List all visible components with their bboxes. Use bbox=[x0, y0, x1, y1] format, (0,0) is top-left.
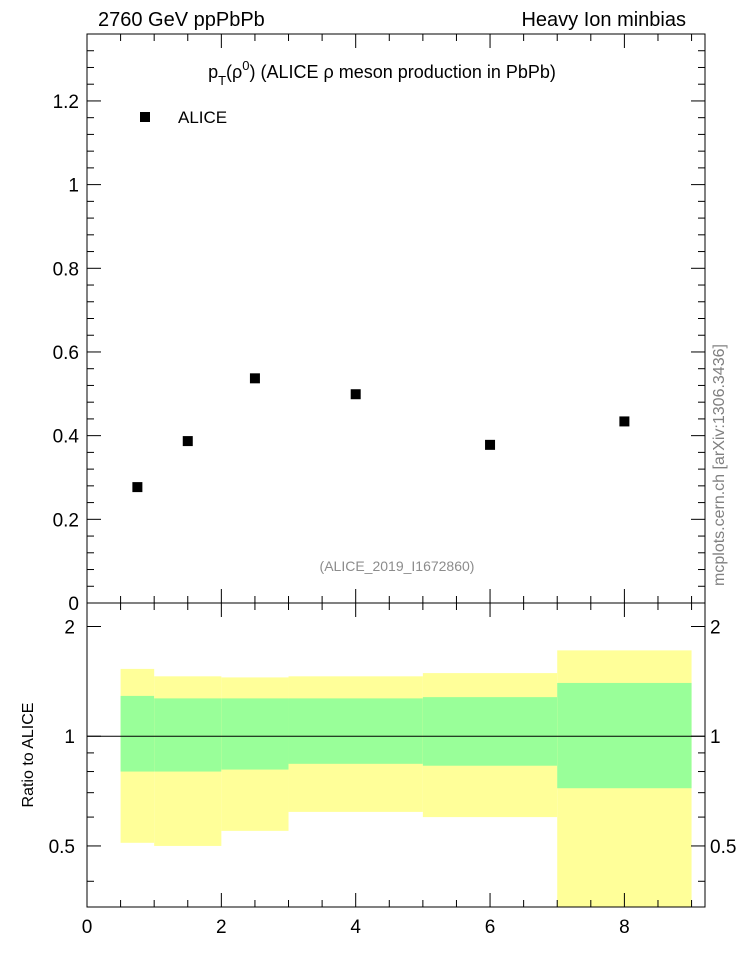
ratio-y-tick-label: 0.5 bbox=[49, 837, 75, 858]
data-point bbox=[350, 389, 361, 400]
title-prefix: p bbox=[208, 62, 218, 82]
header-left: 2760 GeV ppPbPb bbox=[98, 9, 265, 31]
y-tick-label: 0.6 bbox=[53, 343, 79, 364]
x-tick-label: 0 bbox=[82, 917, 93, 938]
y-tick-label: 0.8 bbox=[53, 259, 79, 280]
data-point bbox=[485, 439, 496, 450]
data-point bbox=[132, 482, 143, 493]
uncertainty-band-inner bbox=[288, 698, 423, 764]
ratio-y-tick-label-right: 0.5 bbox=[710, 837, 736, 858]
header-right: Heavy Ion minbias bbox=[521, 9, 686, 31]
uncertainty-band-inner bbox=[221, 698, 289, 770]
y-tick-label: 0.2 bbox=[53, 510, 79, 531]
x-tick-label: 6 bbox=[485, 917, 496, 938]
reference-label: (ALICE_2019_I1672860) bbox=[320, 558, 475, 574]
x-tick-label: 2 bbox=[216, 917, 227, 938]
side-label: mcplots.cern.ch [arXiv:1306.3436] bbox=[711, 344, 728, 586]
ratio-y-axis-label: Ratio to ALICE bbox=[20, 703, 37, 808]
title-rest: ) (ALICE ρ meson production in PbPb) bbox=[250, 62, 556, 82]
main-plot-panel: pT(ρ0) (ALICE ρ meson production in PbPb… bbox=[53, 33, 706, 615]
ratio-y-tick-label: 1 bbox=[64, 727, 75, 748]
x-tick-label: 4 bbox=[350, 917, 361, 938]
x-tick-label: 8 bbox=[619, 917, 630, 938]
legend-label: ALICE bbox=[178, 108, 227, 127]
y-tick-label: 1 bbox=[68, 176, 79, 197]
title-superscript: 0 bbox=[242, 58, 249, 73]
data-point bbox=[249, 373, 260, 384]
data-point bbox=[182, 436, 193, 447]
ratio-y-tick-label: 2 bbox=[64, 617, 75, 638]
ratio-plot-frame bbox=[86, 602, 706, 908]
uncertainty-band-inner bbox=[557, 682, 692, 789]
ratio-plot-panel: Ratio to ALICE 0 2 4 6 8 0.5 0.5 1 1 2 2 bbox=[20, 602, 736, 938]
title-subscript: T bbox=[218, 73, 226, 88]
uncertainty-band-inner bbox=[422, 697, 558, 766]
y-tick-label: 1.2 bbox=[53, 92, 79, 113]
plot-title: pT(ρ0) (ALICE ρ meson production in PbPb… bbox=[208, 58, 556, 88]
data-point bbox=[619, 416, 630, 427]
ratio-y-tick-label-right: 2 bbox=[710, 617, 721, 638]
ratio-y-tick-label-right: 1 bbox=[710, 727, 721, 748]
title-open: (ρ bbox=[226, 62, 242, 82]
uncertainty-band-inner bbox=[154, 698, 222, 772]
y-tick-label: 0.4 bbox=[53, 427, 80, 448]
y-tick-label: 0 bbox=[68, 594, 79, 615]
legend-marker bbox=[140, 112, 150, 122]
uncertainty-band-inner bbox=[120, 695, 155, 772]
